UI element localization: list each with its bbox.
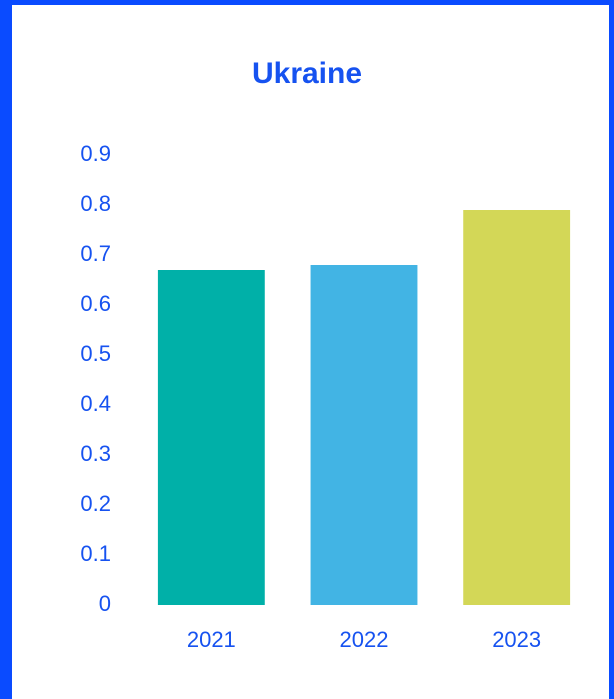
y-tick-label: 0.6 (80, 291, 111, 316)
y-tick-label: 0.3 (80, 441, 111, 466)
y-tick-label: 0.5 (80, 341, 111, 366)
x-tick-label: 2021 (187, 627, 236, 652)
y-tick-label: 0 (99, 591, 111, 616)
bar (310, 265, 418, 605)
y-tick-label: 0.2 (80, 491, 111, 516)
y-tick-label: 0.9 (80, 141, 111, 166)
y-tick-label: 0.4 (80, 391, 111, 416)
chart-title: Ukraine (252, 57, 362, 90)
y-tick-label: 0.8 (80, 191, 111, 216)
x-tick-label: 2022 (340, 627, 389, 652)
bar (463, 210, 571, 605)
y-tick-label: 0.7 (80, 241, 111, 266)
x-tick-label: 2023 (492, 627, 541, 652)
y-tick-label: 0.1 (80, 541, 111, 566)
bar (157, 270, 265, 605)
